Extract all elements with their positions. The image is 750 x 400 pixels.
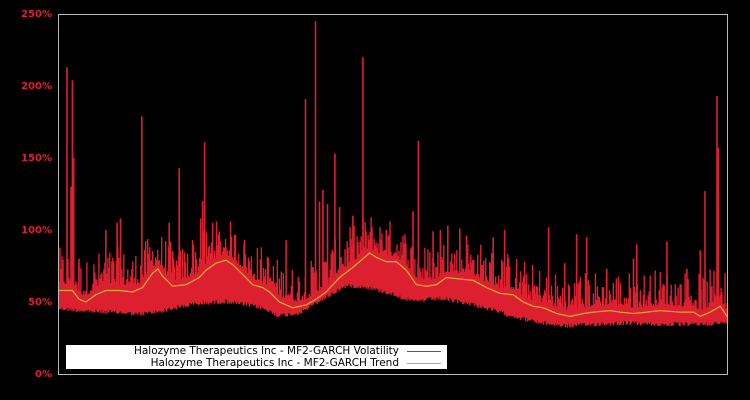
chart-legend: Halozyme Therapeutics Inc - MF2-GARCH Vo… — [66, 345, 447, 369]
y-tick-200: 200% — [21, 81, 52, 92]
trend-series — [59, 252, 728, 318]
y-tick-0: 0% — [35, 369, 52, 380]
legend-item-trend: Halozyme Therapeutics Inc - MF2-GARCH Tr… — [151, 357, 447, 369]
legend-label-trend: Halozyme Therapeutics Inc - MF2-GARCH Tr… — [150, 357, 399, 369]
legend-label-volatility: Halozyme Therapeutics Inc - MF2-GARCH Vo… — [133, 345, 399, 357]
legend-swatch-trend — [407, 362, 441, 364]
legend-item-volatility: Halozyme Therapeutics Inc - MF2-GARCH Vo… — [134, 345, 447, 357]
y-tick-150: 150% — [21, 153, 52, 164]
y-tick-250: 250% — [21, 9, 52, 20]
plot-frame — [58, 14, 728, 375]
y-tick-50: 50% — [28, 297, 52, 308]
y-tick-100: 100% — [21, 225, 52, 236]
legend-swatch-volatility — [407, 350, 441, 352]
